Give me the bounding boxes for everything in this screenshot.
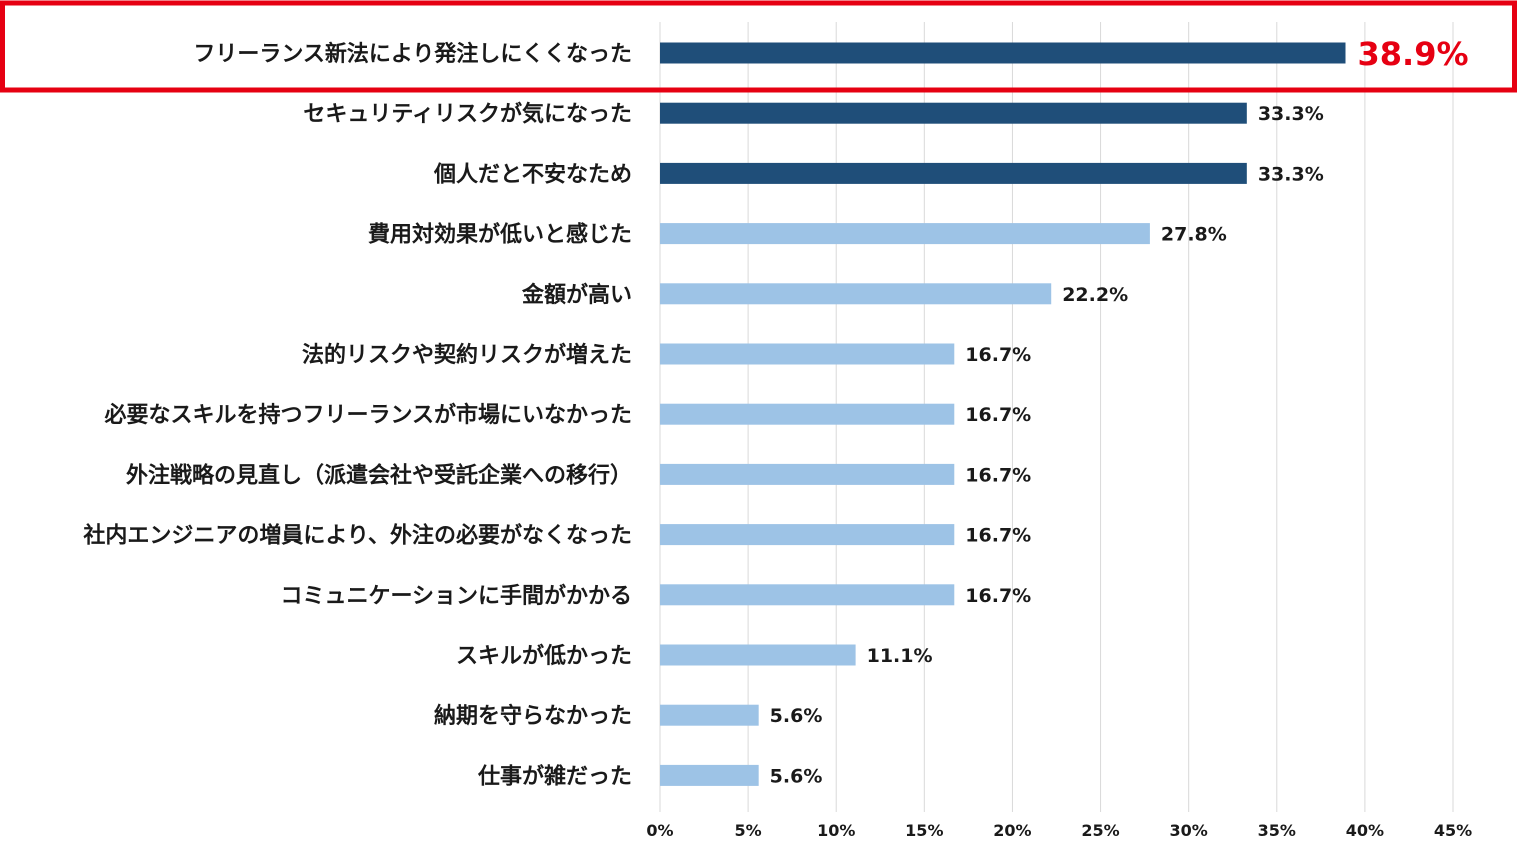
tick-layer: 0% 5% 10% 15% 20% 25% 30% 35% 40% 45% bbox=[646, 821, 1472, 840]
bar bbox=[660, 463, 955, 485]
value-label: 11.1% bbox=[867, 645, 933, 667]
highlighted-value-label: 38.9% bbox=[1358, 35, 1469, 73]
category-label: セキュリティリスクが気になった bbox=[303, 101, 632, 127]
bar bbox=[660, 343, 955, 365]
bar bbox=[660, 102, 1247, 124]
x-tick-label: 45% bbox=[1434, 821, 1472, 840]
bar bbox=[660, 764, 759, 786]
value-label: 5.6% bbox=[770, 705, 823, 727]
value-label: 16.7% bbox=[965, 585, 1031, 607]
bar bbox=[660, 403, 955, 425]
value-label: 16.7% bbox=[965, 464, 1031, 486]
value-label: 22.2% bbox=[1062, 284, 1128, 306]
x-tick-label: 5% bbox=[735, 821, 762, 840]
category-label: 外注戦略の見直し（派遣会社や受託企業への移行） bbox=[126, 462, 632, 488]
value-label: 5.6% bbox=[770, 765, 823, 787]
value-label: 16.7% bbox=[965, 344, 1031, 366]
x-tick-label: 10% bbox=[817, 821, 855, 840]
value-label: 33.3% bbox=[1258, 163, 1324, 185]
bar bbox=[660, 283, 1052, 305]
x-tick-label: 35% bbox=[1258, 821, 1296, 840]
x-tick-label: 0% bbox=[646, 821, 673, 840]
x-tick-label: 30% bbox=[1170, 821, 1208, 840]
value-label: 33.3% bbox=[1258, 103, 1324, 125]
category-label: 費用対効果が低いと感じた bbox=[368, 222, 632, 248]
x-tick-label: 25% bbox=[1081, 821, 1119, 840]
x-tick-label: 20% bbox=[993, 821, 1031, 840]
value-label: 16.7% bbox=[965, 404, 1031, 426]
category-label: 仕事が雑だった bbox=[477, 763, 632, 789]
x-tick-label: 40% bbox=[1346, 821, 1384, 840]
category-label: 必要なスキルを持つフリーランスが市場にいなかった bbox=[104, 402, 632, 428]
grid-layer bbox=[659, 22, 1454, 812]
category-label: 法的リスクや契約リスクが増えた bbox=[302, 342, 632, 368]
bar bbox=[660, 223, 1150, 245]
bar bbox=[660, 584, 955, 606]
category-label: 金額が高い bbox=[521, 282, 632, 308]
bar bbox=[660, 524, 955, 546]
category-label: スキルが低かった bbox=[456, 643, 632, 669]
bar bbox=[660, 704, 759, 726]
value-label: 16.7% bbox=[965, 525, 1031, 547]
x-tick-label: 15% bbox=[905, 821, 943, 840]
bar-layer bbox=[660, 42, 1346, 786]
value-label: 27.8% bbox=[1161, 224, 1227, 246]
bar bbox=[660, 162, 1247, 184]
category-label: 社内エンジニアの増員により、外注の必要がなくなった bbox=[83, 523, 632, 549]
bar bbox=[660, 644, 856, 666]
category-label: コミュニケーションに手間がかかる bbox=[280, 583, 632, 609]
category-label: フリーランス新法により発注しにくくなった bbox=[193, 41, 632, 67]
highlight-frame bbox=[0, 0, 1517, 93]
category-label: 個人だと不安なため bbox=[433, 161, 632, 187]
highlight-layer bbox=[0, 0, 1517, 93]
bar bbox=[660, 42, 1346, 64]
label-layer: フリーランス新法により発注しにくくなった 38.9% セキュリティリスクが気になった… bbox=[83, 35, 1468, 789]
category-label: 納期を守らなかった bbox=[434, 703, 632, 729]
